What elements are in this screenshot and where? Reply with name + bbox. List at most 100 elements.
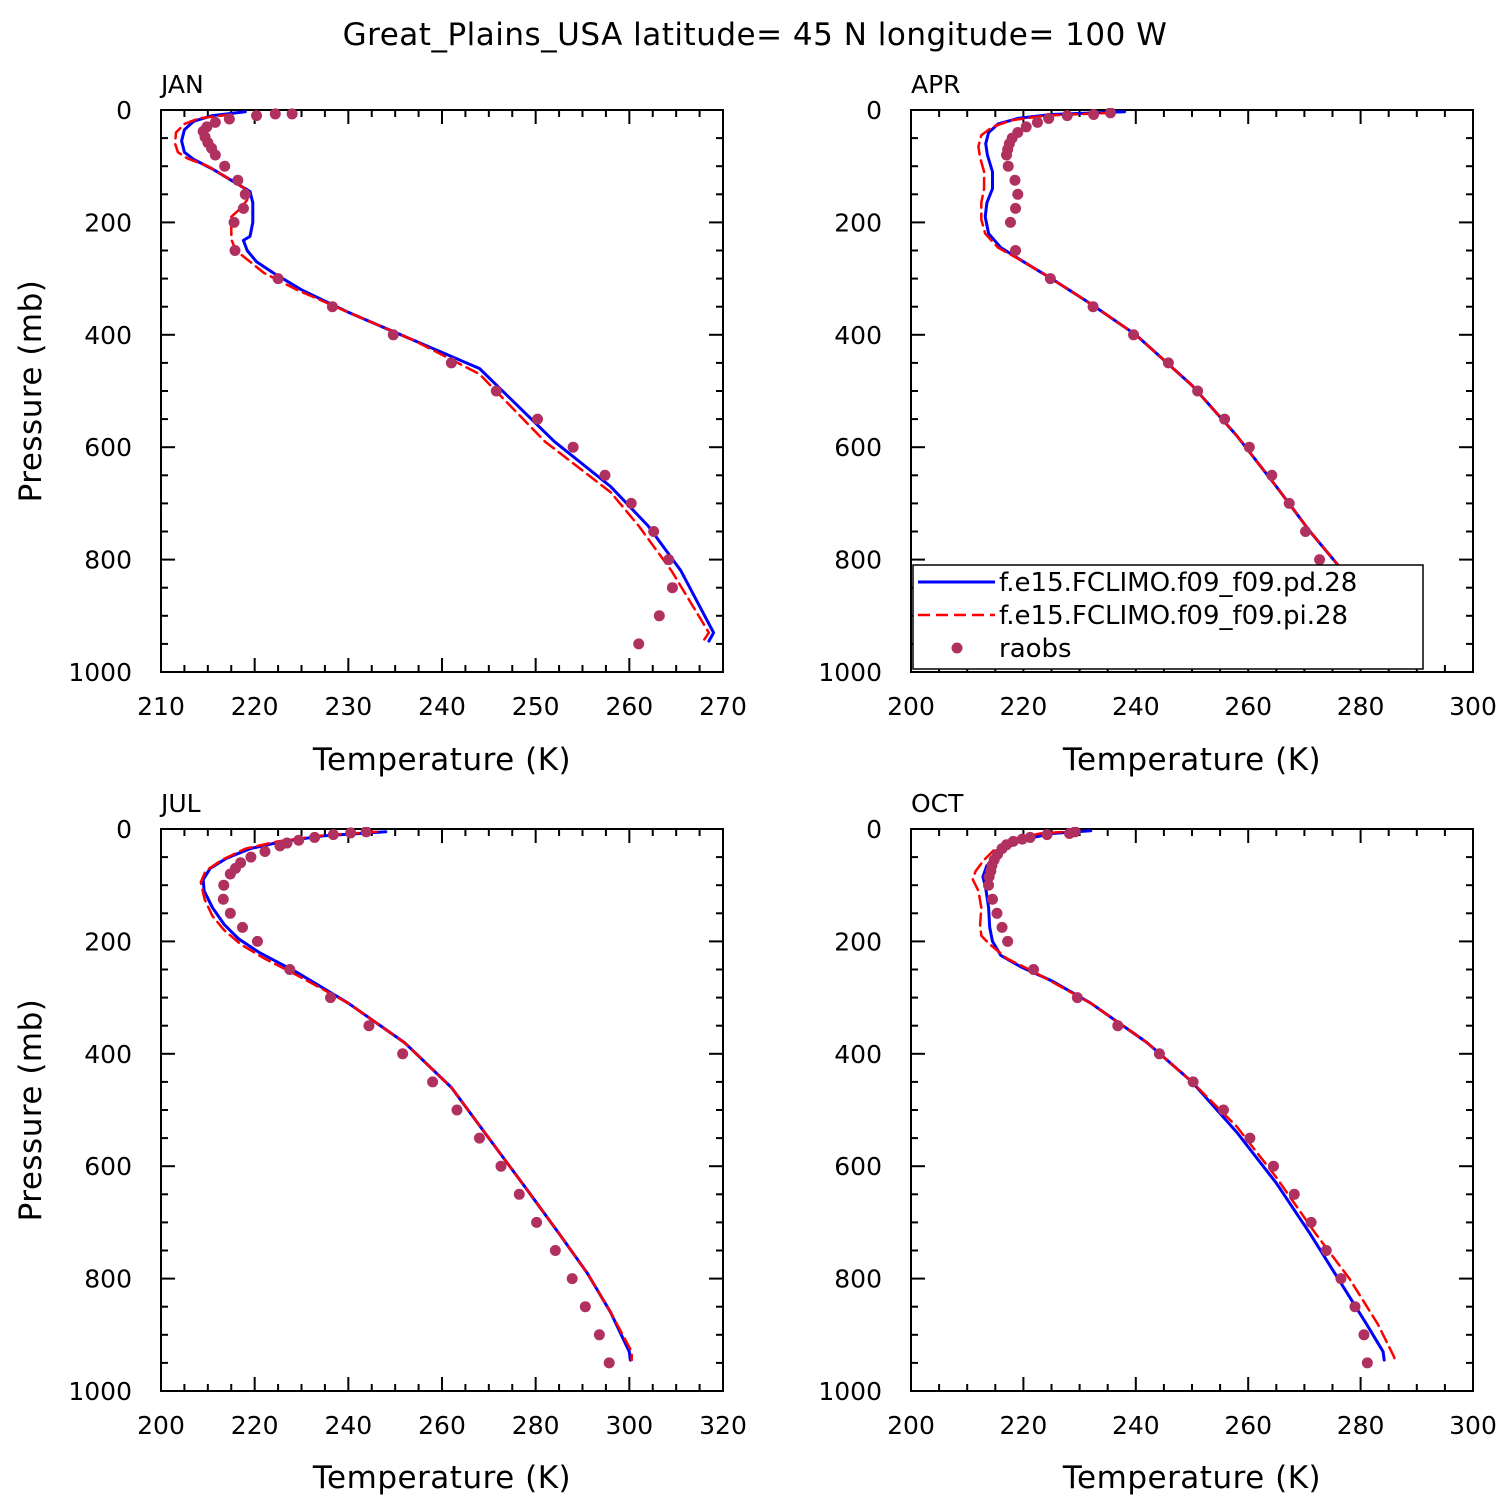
raobs-point [531,1216,543,1228]
raobs-point [228,216,240,228]
raobs-point [219,160,231,172]
x-tick-label: 240 [1112,692,1160,721]
x-tick-label: 220 [231,1411,279,1440]
raobs-point [1001,149,1013,161]
x-tick-label: 210 [137,692,185,721]
x-tick-label: 260 [1224,692,1272,721]
legend-swatch-raobs [951,642,963,654]
raobs-point [427,1076,439,1088]
x-tick-label: 200 [137,1411,185,1440]
y-axis-label: Pressure (mb) [13,280,49,503]
raobs-point [363,1020,375,1032]
x-tick-label: 270 [699,692,747,721]
x-axis-label: Temperature (K) [1062,1460,1321,1496]
legend-label-pd: f.e15.FCLIMO.f09_f09.pd.28 [999,568,1357,598]
x-tick-label: 220 [231,692,279,721]
raobs-point [599,469,611,481]
y-tick-label: 1000 [818,658,882,687]
raobs-point [224,868,236,880]
raobs-point [593,1329,605,1341]
y-tick-label: 0 [866,96,882,125]
raobs-point [236,921,248,933]
raobs-point [387,329,399,341]
raobs-point [1087,301,1099,313]
x-tick-label: 280 [1337,692,1385,721]
legend: f.e15.FCLIMO.f09_f09.pd.28 f.e15.FCLIMO.… [912,564,1424,670]
x-tick-label: 220 [1000,692,1048,721]
raobs-point [1153,1048,1165,1060]
raobs-point [1043,112,1055,124]
raobs-point [237,202,249,214]
raobs-point [309,831,321,843]
series-line-pd [981,829,1386,1362]
y-tick-label: 1000 [818,1377,882,1406]
series-line-pi [173,113,711,641]
raobs-point [495,1160,507,1172]
raobs-point [284,964,296,975]
raobs-point [1305,1216,1317,1228]
raobs-point [1016,833,1028,845]
legend-box [912,564,1424,670]
raobs-point [1105,108,1117,119]
raobs-point [1266,469,1278,481]
x-axis-label: Temperature (K) [312,742,571,778]
x-tick-label: 260 [605,692,653,721]
raobs-point [532,413,544,425]
raobs-point [269,108,281,120]
raobs-point [1002,935,1014,947]
raobs-point [666,582,678,594]
raobs-point [549,1245,561,1256]
x-tick-label: 220 [1000,1411,1048,1440]
x-tick-label: 260 [1224,1411,1272,1440]
x-tick-label: 250 [512,692,560,721]
raobs-point [983,879,995,891]
y-tick-label: 200 [834,927,882,956]
raobs-point [259,845,271,857]
series-line-pi [199,830,633,1362]
raobs-point [251,110,263,122]
raobs-point [1283,497,1295,509]
raobs-point [1187,1076,1199,1088]
y-tick-label: 600 [834,1152,882,1181]
raobs-point [293,834,305,846]
y-tick-label: 600 [84,433,132,462]
raobs-point [445,357,457,369]
x-tick-label: 240 [1112,1411,1160,1440]
raobs-point [653,610,665,622]
y-axis-label: Pressure (mb) [13,999,49,1222]
raobs-point [1349,1301,1361,1313]
raobs-point [490,385,502,397]
raobs-point [625,497,637,509]
legend-label-pi: f.e15.FCLIMO.f09_f09.pi.28 [999,601,1348,631]
figure-title: Great_Plains_USA latitude= 45 N longitud… [343,17,1168,53]
x-tick-label: 200 [887,1411,935,1440]
x-tick-label: 240 [418,692,466,721]
raobs-point [286,108,298,120]
raobs-point [566,1273,578,1285]
raobs-point [1041,829,1053,841]
raobs-point [1217,1104,1229,1116]
y-tick-label: 400 [834,1040,882,1069]
raobs-point [1128,329,1140,341]
y-tick-label: 400 [834,321,882,350]
series-line-pd [983,110,1391,640]
y-tick-label: 1000 [68,658,132,687]
raobs-point [633,638,645,650]
raobs-point [1088,108,1100,120]
raobs-point [1361,1357,1373,1369]
legend-label-raobs: raobs [999,634,1072,664]
plot-frame [160,828,724,1392]
raobs-point [1314,554,1326,566]
raobs-point [513,1188,525,1200]
raobs-point [239,188,251,200]
series-group [971,827,1396,1369]
raobs-point [1335,1273,1347,1285]
raobs-point [663,554,675,566]
raobs-point [251,935,263,947]
y-tick-label: 400 [84,321,132,350]
panel-oct: OCT Temperature (K) 200 220 240 260 280 300 0 2… [818,789,1496,1496]
raobs-point [451,1104,463,1116]
panel-title: JUL [159,789,201,818]
x-tick-label: 200 [887,692,935,721]
x-tick-label: 230 [324,692,372,721]
